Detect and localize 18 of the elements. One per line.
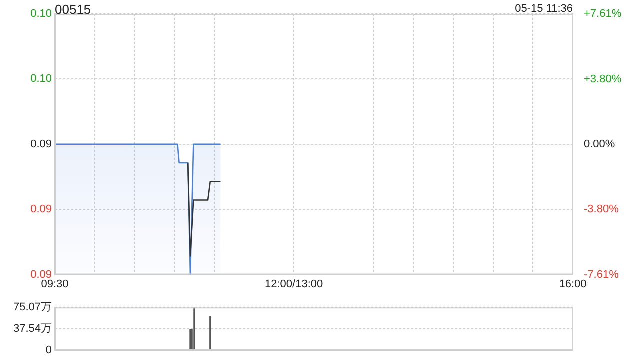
y-tick-label: 0.09 (30, 204, 52, 216)
y-tick-label: 0.10 (30, 8, 52, 20)
y-tick-label: 37.54万 (13, 323, 52, 336)
y-tick-label: 0.09 (30, 138, 52, 150)
y-tick-label: 75.07万 (13, 302, 52, 314)
y-tick-label: 0 (46, 344, 52, 356)
y2-tick-label: +3.80% (584, 73, 622, 86)
y2-tick-label: 0.00% (584, 138, 616, 150)
y2-tick-label: -3.80% (584, 204, 620, 216)
y2-tick-label: -7.61% (584, 268, 620, 281)
x-tick-label: 09:30 (41, 278, 69, 290)
y-tick-label: 0.10 (30, 73, 52, 86)
y-tick-label: 0.09 (30, 268, 52, 281)
annotation: 05-15 11:36 (515, 3, 573, 15)
x-tick-label: 16:00 (559, 278, 587, 290)
y2-tick-label: +7.61% (584, 8, 622, 20)
x-tick-label: 12:00/13:00 (265, 278, 324, 290)
chart-title: 00515 (55, 2, 92, 17)
